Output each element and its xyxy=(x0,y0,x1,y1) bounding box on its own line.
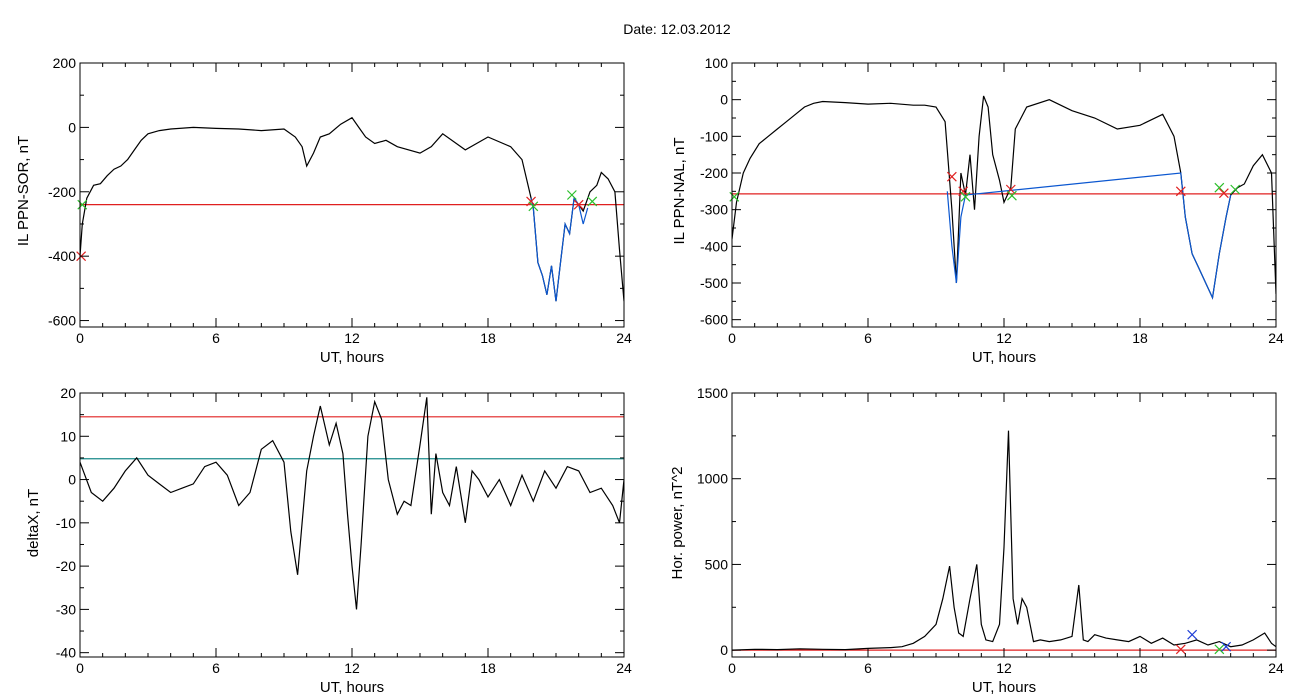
panel-il-ppn-sor: UT, hours IL PPN-SOR, nT 0 6 12 18 24 -600 -40… xyxy=(15,55,632,366)
x-tick-label: 12 xyxy=(344,660,360,676)
event-marker-5 xyxy=(1007,190,1017,201)
yaxis-label: Hor. power, nT^2 xyxy=(669,467,686,580)
panel-hor-power: UT, hours Hor. power, nT^2 0 6 12 18 24 0 500 1… xyxy=(669,385,1284,696)
y-tick-label: 0 xyxy=(68,472,76,488)
yaxis-label: IL PPN-NAL, nT xyxy=(671,138,688,245)
xaxis-label: UT, hours xyxy=(320,679,384,696)
y-tick-label: -500 xyxy=(700,275,728,291)
y-tick-label: 100 xyxy=(705,55,729,71)
event-marker-3 xyxy=(528,201,539,212)
x-tick-label: 6 xyxy=(212,330,220,346)
x-tick-label: 18 xyxy=(1132,660,1148,676)
y-tick-label: 20 xyxy=(60,385,76,401)
xaxis-label: UT, hours xyxy=(320,349,384,366)
y-tick-label: -400 xyxy=(700,238,728,254)
series-line-1 xyxy=(946,172,1232,300)
xaxis-label: UT, hours xyxy=(972,679,1036,696)
y-tick-label: -20 xyxy=(56,558,76,574)
panel-il-ppn-nal: UT, hours IL PPN-NAL, nT 0 6 12 18 24 -600 -50… xyxy=(671,55,1284,366)
y-tick-label: 0 xyxy=(720,92,728,108)
y-tick-label: -600 xyxy=(700,312,728,328)
x-tick-label: 24 xyxy=(616,660,632,676)
series-line-0 xyxy=(80,397,624,610)
event-marker-9 xyxy=(1230,184,1241,195)
x-tick-label: 0 xyxy=(728,330,736,346)
y-tick-label: -100 xyxy=(700,128,728,144)
x-tick-label: 12 xyxy=(996,330,1012,346)
x-tick-label: 0 xyxy=(76,660,84,676)
y-tick-label: -40 xyxy=(56,645,76,661)
yaxis-label: IL PPN-SOR, nT xyxy=(15,136,32,246)
y-tick-label: 1000 xyxy=(697,471,728,487)
event-marker-3 xyxy=(1221,641,1232,652)
x-tick-label: 0 xyxy=(76,330,84,346)
event-marker-6 xyxy=(587,196,598,207)
y-tick-label: 1500 xyxy=(697,385,728,401)
y-tick-label: -10 xyxy=(56,515,76,531)
y-tick-label: 500 xyxy=(705,556,729,572)
x-tick-label: 6 xyxy=(212,660,220,676)
xaxis-label: UT, hours xyxy=(972,349,1036,366)
x-tick-label: 12 xyxy=(344,330,360,346)
event-marker-3 xyxy=(960,191,971,202)
event-marker-1 xyxy=(946,171,957,182)
event-marker-2 xyxy=(958,186,969,197)
event-marker-7 xyxy=(1214,182,1225,193)
x-tick-label: 6 xyxy=(864,330,872,346)
series-line-0 xyxy=(732,430,1276,651)
y-tick-label: 0 xyxy=(68,119,76,135)
y-tick-label: -200 xyxy=(48,184,76,200)
y-tick-label: -30 xyxy=(56,601,76,617)
y-tick-label: -600 xyxy=(48,313,76,329)
x-tick-label: 0 xyxy=(728,660,736,676)
x-tick-label: 24 xyxy=(1268,330,1284,346)
event-marker-0 xyxy=(1175,644,1186,655)
y-tick-label: -400 xyxy=(48,248,76,264)
panel-deltax: UT, hours deltaX, nT 0 6 12 18 24 -40 -30 -20 -1… xyxy=(25,385,632,696)
y-tick-label: 10 xyxy=(60,428,76,444)
x-tick-label: 18 xyxy=(480,330,496,346)
event-marker-6 xyxy=(1175,186,1186,197)
y-tick-label: 200 xyxy=(53,55,77,71)
y-tick-label: 0 xyxy=(720,642,728,658)
x-tick-label: 24 xyxy=(1268,660,1284,676)
x-tick-label: 18 xyxy=(1132,330,1148,346)
event-marker-0 xyxy=(729,191,740,202)
x-tick-label: 24 xyxy=(616,330,632,346)
event-marker-0 xyxy=(77,199,88,210)
x-tick-label: 18 xyxy=(480,660,496,676)
y-tick-label: -300 xyxy=(700,202,728,218)
event-marker-2 xyxy=(526,196,536,207)
event-marker-2 xyxy=(1214,644,1225,655)
x-tick-label: 6 xyxy=(864,660,872,676)
yaxis-label: deltaX, nT xyxy=(25,489,42,557)
y-tick-label: -200 xyxy=(700,165,728,181)
event-marker-8 xyxy=(1218,188,1229,199)
x-tick-label: 12 xyxy=(996,660,1012,676)
figure-title: Date: 12.03.2012 xyxy=(623,21,731,37)
event-marker-1 xyxy=(1187,629,1198,640)
event-marker-5 xyxy=(573,199,584,210)
event-marker-4 xyxy=(566,190,577,200)
event-marker-4 xyxy=(1005,184,1016,195)
